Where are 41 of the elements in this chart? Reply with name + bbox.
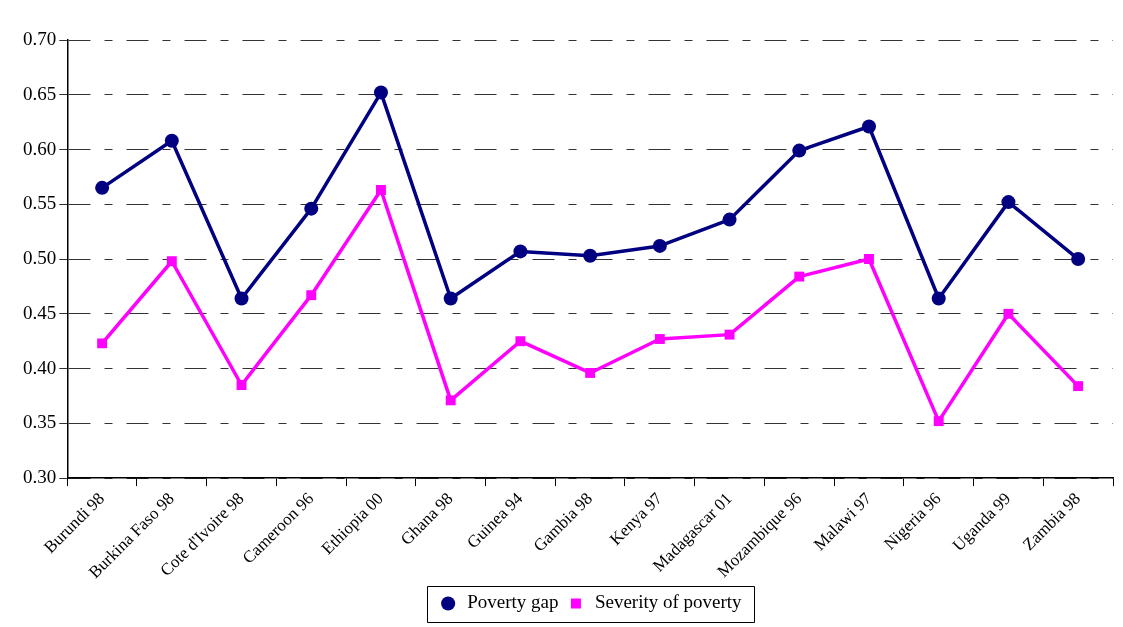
point xyxy=(376,185,386,195)
point xyxy=(933,416,944,427)
y-tick-label: 0.35 xyxy=(23,411,57,433)
point xyxy=(234,291,249,306)
point xyxy=(97,338,108,349)
point xyxy=(513,244,528,259)
point xyxy=(236,380,247,390)
point xyxy=(583,248,598,263)
point xyxy=(861,119,876,134)
point xyxy=(306,290,317,301)
point xyxy=(1003,308,1014,319)
point xyxy=(585,368,596,378)
y-tick-label: 0.60 xyxy=(23,137,57,159)
point xyxy=(445,395,456,406)
point xyxy=(443,291,458,306)
point xyxy=(1001,195,1016,210)
point xyxy=(931,291,946,306)
y-tick-label: 0.45 xyxy=(23,301,57,323)
y-tick-label: 0.50 xyxy=(23,247,57,269)
legend-label: Severity of poverty xyxy=(594,591,743,613)
y-tick-label: 0.30 xyxy=(23,466,57,488)
y-tick-label: 0.65 xyxy=(23,82,57,104)
point xyxy=(792,143,807,158)
point xyxy=(722,212,737,227)
point xyxy=(724,329,735,340)
y-tick-label: 0.40 xyxy=(23,356,57,378)
point xyxy=(652,238,667,253)
point xyxy=(864,254,874,264)
point xyxy=(373,85,388,100)
point xyxy=(164,133,179,148)
y-tick-label: 0.55 xyxy=(23,192,57,214)
point xyxy=(654,334,665,344)
point xyxy=(515,336,526,347)
legend-label: Poverty gap xyxy=(467,591,559,613)
point xyxy=(95,180,110,195)
point xyxy=(794,271,805,282)
point xyxy=(166,256,177,267)
y-tick-label: 0.70 xyxy=(23,27,57,49)
point xyxy=(1073,381,1084,392)
point xyxy=(304,201,319,216)
point xyxy=(1071,252,1086,267)
